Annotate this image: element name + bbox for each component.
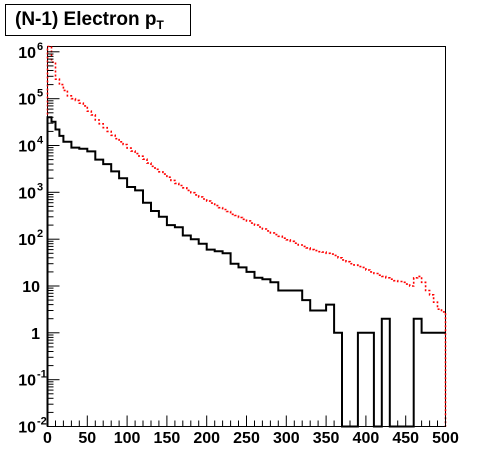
- y-tick-base: 10: [18, 185, 36, 202]
- y-tick-base: 10: [18, 139, 36, 156]
- y-tick-exponent: -1: [37, 369, 47, 381]
- y-tick-label: 10 -1: [18, 369, 47, 390]
- y-tick-base: 10: [18, 45, 36, 62]
- y-tick-label: 10 6: [18, 41, 43, 62]
- series-1-step-line: [46, 45, 447, 427]
- y-tick-exponent: 2: [37, 228, 43, 240]
- x-tick-label: 450: [392, 430, 419, 447]
- y-tick-exponent: 6: [37, 41, 43, 53]
- chart-title: (N-1) Electron pT: [5, 4, 191, 36]
- x-tick-label: 200: [193, 430, 220, 447]
- y-tick-base: 10: [18, 92, 36, 109]
- x-tick-label: 500: [432, 430, 459, 447]
- x-tick-label: 250: [233, 430, 260, 447]
- series-layer: [46, 45, 447, 428]
- y-tick-exponent: -2: [37, 416, 47, 428]
- y-tick-label: 10 3: [18, 181, 43, 202]
- x-tick-label: 300: [273, 430, 300, 447]
- y-tick-label: 10: [22, 279, 40, 296]
- y-tick-label: 10 2: [18, 228, 43, 249]
- y-tick-exponent: 4: [37, 135, 44, 147]
- chart-title-subscript: T: [156, 18, 164, 32]
- x-tick-label: 400: [353, 430, 380, 447]
- y-tick-base: 10: [18, 232, 36, 249]
- x-tick-label: 50: [78, 430, 96, 447]
- y-tick-exponent: 5: [37, 88, 43, 100]
- series-2-step-line: [46, 116, 446, 428]
- plot-frame: [47, 46, 446, 427]
- y-tick-base: 10: [22, 279, 40, 296]
- x-tick-label: 150: [154, 430, 181, 447]
- y-tick-base: 10: [18, 373, 36, 390]
- y-tick-exponent: 3: [37, 181, 43, 193]
- y-tick-label: 10 -2: [18, 416, 47, 437]
- y-tick-label: 1: [31, 326, 40, 343]
- y-tick-label: 10 5: [18, 88, 43, 109]
- x-tick-label: 350: [313, 430, 340, 447]
- tick-marks: [47, 51, 446, 427]
- y-tick-base: 10: [18, 420, 36, 437]
- x-tick-label: 100: [114, 430, 141, 447]
- y-tick-label: 10 4: [18, 135, 44, 156]
- x-tick-label: 0: [43, 430, 52, 447]
- y-tick-base: 1: [31, 326, 40, 343]
- chart-title-text: (N-1) Electron p: [15, 9, 157, 30]
